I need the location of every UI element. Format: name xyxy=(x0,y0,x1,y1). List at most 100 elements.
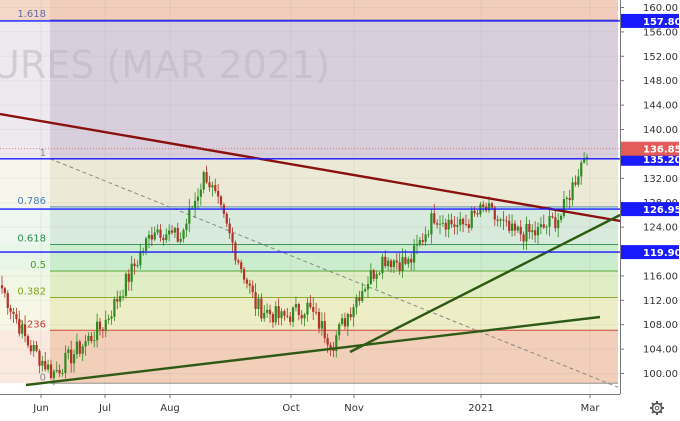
candle xyxy=(150,226,153,246)
candle xyxy=(78,339,81,357)
candle xyxy=(375,270,378,289)
rising-support-trendline xyxy=(349,207,633,354)
candle xyxy=(398,253,401,275)
fib-band-left-3 xyxy=(0,244,50,272)
candle xyxy=(378,271,381,276)
fib-label-0: 1.618 xyxy=(17,9,46,20)
candle xyxy=(26,334,30,348)
candle xyxy=(430,209,433,244)
candle xyxy=(119,290,122,308)
candle xyxy=(531,224,534,240)
candle xyxy=(0,275,4,294)
fib-band-left-2 xyxy=(0,206,50,245)
candle xyxy=(482,200,485,213)
long-support-trendline xyxy=(25,315,601,387)
gear-icon[interactable] xyxy=(650,401,664,415)
candle xyxy=(110,310,113,325)
band-top xyxy=(50,0,618,21)
fib-label-4: 0.5 xyxy=(30,260,46,271)
candle xyxy=(539,216,542,235)
candle xyxy=(510,214,514,237)
candle xyxy=(44,351,47,372)
gear-ring xyxy=(651,402,663,414)
candle xyxy=(505,215,508,227)
price-tick-label: 124.00 xyxy=(643,223,678,234)
candle xyxy=(205,165,208,185)
band-top-left xyxy=(0,0,50,21)
candle xyxy=(136,260,139,269)
candle xyxy=(139,243,142,270)
horizontal-levels xyxy=(0,20,620,253)
candle xyxy=(395,253,398,270)
candle xyxy=(447,213,450,238)
candle xyxy=(9,304,12,320)
candle xyxy=(427,229,430,238)
candle xyxy=(173,226,177,238)
level-tag-label-1: 135.20 xyxy=(643,155,680,166)
price-tick-label: 112.00 xyxy=(643,296,678,307)
price-tick-label: 104.00 xyxy=(643,345,678,356)
candle xyxy=(309,294,312,309)
candle xyxy=(340,313,344,327)
candle xyxy=(87,332,90,346)
price-tick-label: 144.00 xyxy=(643,101,678,112)
candle xyxy=(387,257,390,272)
candle xyxy=(389,258,393,273)
candle xyxy=(104,310,107,338)
candle xyxy=(534,221,537,243)
candle xyxy=(121,289,125,301)
candle xyxy=(133,258,136,275)
candle xyxy=(461,217,465,233)
candle xyxy=(306,297,309,322)
candle xyxy=(361,282,364,303)
fib-band-3 xyxy=(50,244,618,272)
candle xyxy=(412,239,416,271)
fib-band-2 xyxy=(50,206,618,245)
candle xyxy=(355,294,358,315)
candle xyxy=(410,253,413,271)
time-tick-label: Aug xyxy=(160,403,180,414)
candle xyxy=(280,308,283,326)
candle xyxy=(574,175,577,187)
candle xyxy=(182,228,185,243)
candle xyxy=(436,219,439,229)
candle xyxy=(277,298,280,326)
candle xyxy=(251,280,254,298)
candle xyxy=(562,190,566,219)
candle xyxy=(170,225,174,235)
candle xyxy=(159,224,162,242)
fib-band-0 xyxy=(50,20,618,159)
candle xyxy=(364,287,367,293)
candle xyxy=(470,206,473,231)
candle xyxy=(242,267,246,284)
candle xyxy=(127,269,130,291)
candle xyxy=(179,232,182,244)
current-price-label: 136.85 xyxy=(643,145,680,156)
candle xyxy=(29,339,32,355)
price-tick-label: 156.00 xyxy=(643,27,678,38)
candle xyxy=(95,313,99,348)
candle xyxy=(286,307,289,319)
candle xyxy=(577,168,580,188)
fib-band-4 xyxy=(50,271,618,298)
current-price-tag xyxy=(621,141,679,156)
candle xyxy=(519,220,522,242)
candle xyxy=(266,303,269,318)
fib-label-1: 1 xyxy=(40,148,46,159)
candle xyxy=(346,312,349,336)
candle xyxy=(64,345,67,379)
candle xyxy=(525,216,528,251)
candle xyxy=(196,188,200,209)
candle xyxy=(407,256,410,268)
candle xyxy=(580,160,583,185)
candle xyxy=(18,310,21,337)
candle xyxy=(211,181,214,197)
candle xyxy=(300,310,303,325)
candle xyxy=(585,154,589,166)
candle xyxy=(38,349,41,374)
candle xyxy=(401,248,404,278)
candle xyxy=(381,253,384,280)
candle xyxy=(254,283,257,316)
candle xyxy=(162,234,165,246)
